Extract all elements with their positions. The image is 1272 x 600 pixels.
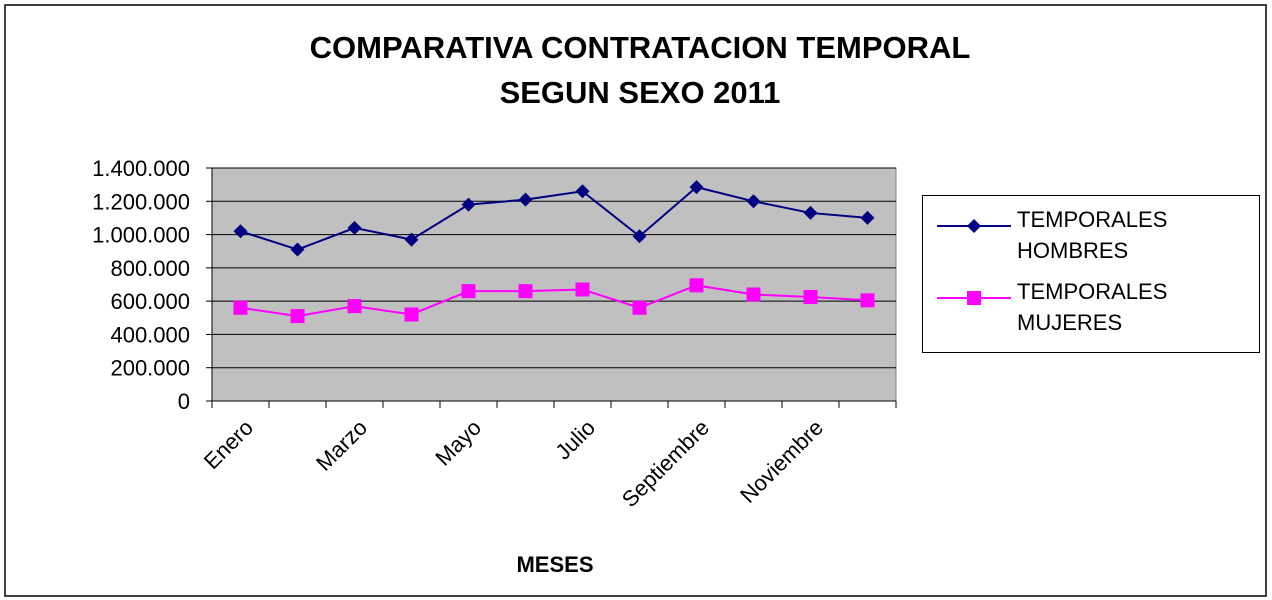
y-tick-label: 1.200.000 <box>92 189 190 214</box>
data-point <box>575 184 590 199</box>
data-point <box>803 205 818 220</box>
data-point <box>290 242 305 257</box>
x-axis-title: MESES <box>516 552 593 577</box>
y-tick-label: 600.000 <box>110 289 190 314</box>
legend-swatch <box>937 291 1011 305</box>
data-point <box>347 220 362 235</box>
data-point <box>632 300 647 315</box>
data-point <box>404 307 419 322</box>
data-point <box>689 278 704 293</box>
data-point <box>746 194 761 209</box>
y-tick-label: 200.000 <box>110 356 190 381</box>
data-point <box>404 232 419 247</box>
data-point <box>461 197 476 212</box>
data-point <box>689 180 704 195</box>
y-tick-label: 0 <box>178 389 190 414</box>
data-point <box>860 293 875 308</box>
series-line <box>240 186 868 251</box>
legend-item: TEMPORALES MUJERES <box>923 276 1259 346</box>
data-point <box>233 224 248 239</box>
legend-label: TEMPORALES MUJERES <box>1017 279 1168 335</box>
data-point <box>290 309 305 324</box>
series-line <box>240 284 868 318</box>
legend-label: TEMPORALES HOMBRES <box>1017 207 1168 263</box>
chart-title: COMPARATIVA CONTRATACION TEMPORAL <box>310 30 971 65</box>
y-tick-label: 400.000 <box>110 322 190 347</box>
data-point <box>803 289 818 304</box>
plot-area <box>211 167 897 402</box>
data-point <box>461 284 476 299</box>
chart-title: SEGUN SEXO 2011 <box>500 75 781 110</box>
data-point <box>632 229 647 244</box>
legend: TEMPORALES HOMBRES TEMPORALES MUJERES <box>922 195 1260 353</box>
legend-item: TEMPORALES HOMBRES <box>923 204 1259 274</box>
legend-marker <box>967 219 981 233</box>
data-point <box>233 300 248 315</box>
data-point <box>347 299 362 314</box>
y-tick-label: 1.000.000 <box>92 223 190 248</box>
data-point <box>518 192 533 207</box>
y-tick-label: 1.400.000 <box>92 156 190 181</box>
legend-swatch <box>937 219 1011 233</box>
y-tick-label: 800.000 <box>110 256 190 281</box>
data-point <box>860 210 875 225</box>
legend-marker <box>967 291 981 305</box>
data-point <box>518 284 533 299</box>
data-point <box>575 282 590 297</box>
data-point <box>746 287 761 302</box>
